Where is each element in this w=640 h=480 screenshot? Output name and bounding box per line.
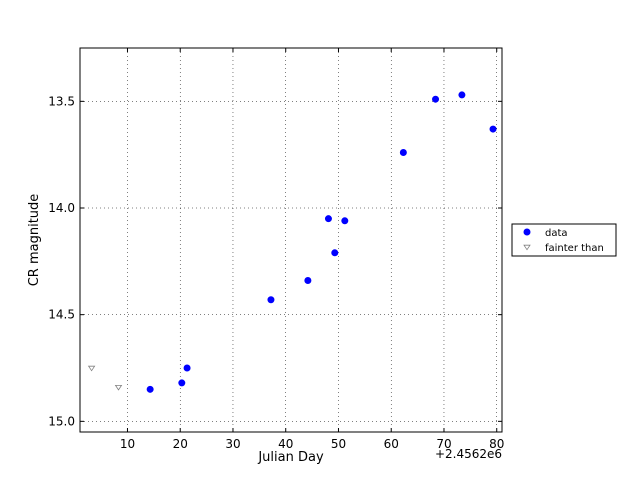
x-axis-label: Julian Day bbox=[257, 450, 324, 465]
x-tick-label: 80 bbox=[489, 437, 504, 451]
data-point bbox=[489, 125, 497, 133]
legend-label-data: data bbox=[545, 228, 568, 239]
x-tick-label: 70 bbox=[436, 437, 451, 451]
data-point bbox=[324, 215, 332, 223]
legend-box bbox=[511, 223, 617, 257]
y-tick-label: 15.0 bbox=[48, 414, 75, 428]
data-point bbox=[267, 296, 275, 304]
legend-label-fainter-than: fainter than bbox=[545, 243, 604, 254]
data-points bbox=[87, 91, 497, 393]
data-point bbox=[304, 277, 312, 285]
data-point bbox=[183, 364, 191, 372]
x-tick-label: 20 bbox=[173, 437, 188, 451]
x-tick-label: 30 bbox=[225, 437, 240, 451]
grid bbox=[80, 48, 502, 432]
y-tick-label: 13.5 bbox=[48, 94, 75, 108]
data-point bbox=[458, 91, 466, 99]
data-point bbox=[146, 385, 154, 393]
fainter-than-point bbox=[114, 385, 123, 391]
x-tick-label: 40 bbox=[278, 437, 293, 451]
fainter-than-point bbox=[87, 365, 96, 372]
data-point bbox=[432, 95, 440, 103]
legend-marker-data bbox=[523, 228, 531, 236]
data-point bbox=[399, 149, 407, 157]
legend-marker-fainter-than bbox=[523, 244, 531, 251]
data-point bbox=[341, 217, 349, 225]
data-point bbox=[178, 379, 186, 387]
x-tick-label: 10 bbox=[120, 437, 135, 451]
plot-frame bbox=[79, 47, 503, 433]
x-tick-label: 60 bbox=[384, 437, 399, 451]
y-tick-label: 14.0 bbox=[48, 201, 75, 215]
x-offset-label: +2.4562e6 bbox=[435, 447, 502, 461]
ticks: 10 20 30 40 50 60 70 80 13.5 14.0 14.5 15.0 bbox=[48, 48, 504, 451]
data-point bbox=[331, 249, 339, 257]
y-tick-label: 14.5 bbox=[48, 308, 75, 322]
y-axis-label: CR magnitude bbox=[27, 194, 42, 287]
x-tick-label: 50 bbox=[331, 437, 346, 451]
legend: data fainter than bbox=[511, 223, 617, 257]
